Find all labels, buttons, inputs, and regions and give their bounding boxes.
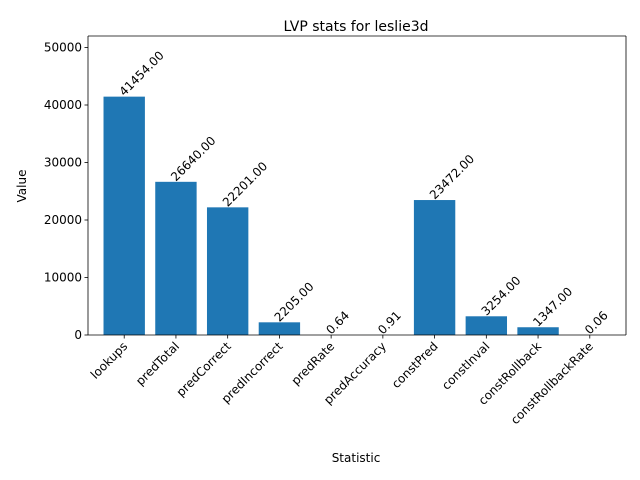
x-tick-label-predRate: predRate [289,339,338,388]
chart-title: LVP stats for leslie3d [283,19,428,35]
value-label-predRate: 0.64 [323,308,352,337]
x-tick-label-constPred: constPred [389,339,441,391]
x-axis-label: Statistic [332,451,381,465]
y-axis-label: Value [15,170,29,203]
bar-constInval [465,316,508,335]
x-tick-label-predTotal: predTotal [133,339,182,388]
x-tick-label-constInval: constInval [439,339,492,392]
bar-lookups [103,96,145,335]
bar-predIncorrect [258,322,301,335]
bar-constRollback [517,327,559,335]
y-tick-label: 50000 [44,41,82,55]
value-label-constPred: 23472.00 [427,152,477,202]
y-tick-label: 20000 [44,213,82,227]
y-tick-label: 10000 [44,271,82,285]
y-tick-label: 30000 [44,156,82,170]
value-label-lookups: 41454.00 [116,48,166,98]
bar-constPred [413,200,456,335]
value-label-constRollbackRate: 0.06 [582,308,611,337]
value-label-predCorrect: 22201.00 [220,159,270,209]
y-tick-label: 40000 [44,98,82,112]
y-tick-label: 0 [74,328,82,342]
bar-predTotal [155,181,197,335]
x-tick-label-lookups: lookups [88,339,130,381]
value-label-predTotal: 26640.00 [168,134,218,184]
value-label-predIncorrect: 2205.00 [272,279,317,324]
bar-predCorrect [206,207,249,335]
value-label-predAccuracy: 0.91 [375,308,404,337]
value-label-constRollback: 1347.00 [530,284,575,329]
value-label-constInval: 3254.00 [479,273,524,318]
